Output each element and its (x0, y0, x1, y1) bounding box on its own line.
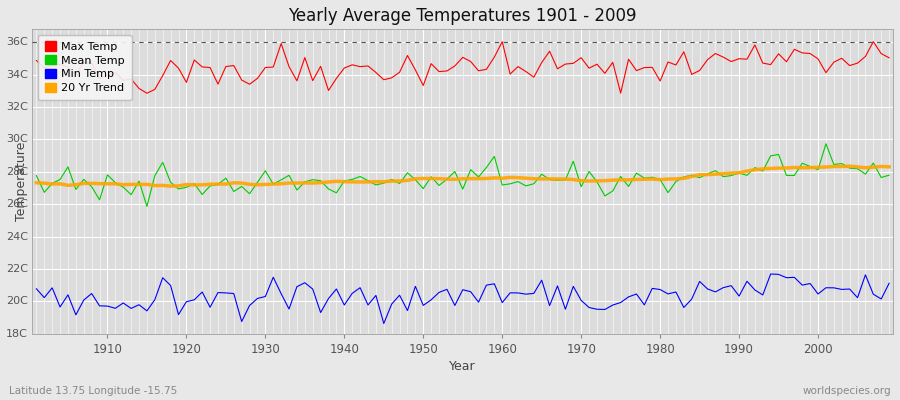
Y-axis label: Temperature: Temperature (15, 142, 28, 221)
Text: 28C: 28C (6, 167, 28, 177)
Text: 20C: 20C (6, 296, 28, 306)
Text: 34C: 34C (6, 70, 28, 80)
Text: Latitude 13.75 Longitude -15.75: Latitude 13.75 Longitude -15.75 (9, 386, 177, 396)
Text: 24C: 24C (6, 232, 28, 242)
Text: 36C: 36C (6, 37, 28, 47)
Text: 32C: 32C (6, 102, 28, 112)
Text: 18C: 18C (6, 329, 28, 339)
Legend: Max Temp, Mean Temp, Min Temp, 20 Yr Trend: Max Temp, Mean Temp, Min Temp, 20 Yr Tre… (38, 35, 131, 100)
X-axis label: Year: Year (449, 360, 476, 373)
Text: 22C: 22C (6, 264, 28, 274)
Text: 26C: 26C (6, 199, 28, 209)
Title: Yearly Average Temperatures 1901 - 2009: Yearly Average Temperatures 1901 - 2009 (289, 7, 637, 25)
Text: worldspecies.org: worldspecies.org (803, 386, 891, 396)
Text: 30C: 30C (6, 134, 28, 144)
